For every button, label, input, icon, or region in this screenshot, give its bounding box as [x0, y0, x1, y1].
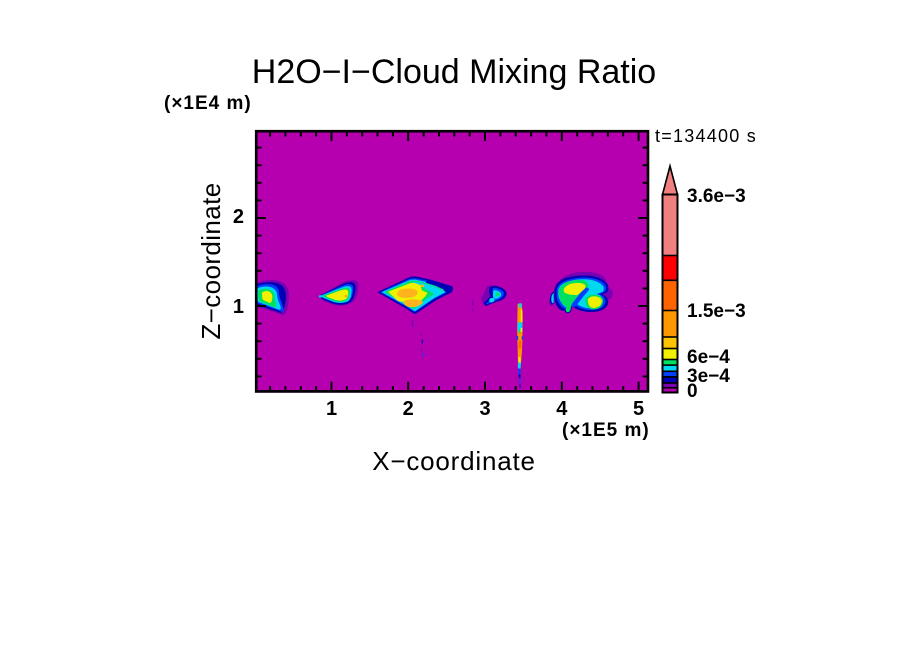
- svg-text:1: 1: [233, 296, 244, 318]
- svg-text:1.5e−3: 1.5e−3: [687, 301, 746, 322]
- svg-text:0: 0: [687, 381, 698, 402]
- svg-text:3.6e−3: 3.6e−3: [687, 186, 746, 207]
- svg-text:3e−4: 3e−4: [687, 366, 730, 387]
- svg-text:4: 4: [556, 398, 568, 420]
- svg-text:6e−4: 6e−4: [687, 347, 730, 368]
- svg-text:X−coordinate: X−coordinate: [372, 446, 536, 476]
- svg-text:2: 2: [233, 206, 244, 228]
- svg-text:2: 2: [403, 398, 414, 420]
- svg-text:5: 5: [633, 398, 644, 420]
- svg-text:Z−coordinate: Z−coordinate: [196, 182, 226, 339]
- svg-text:(×1E4 m): (×1E4 m): [164, 93, 252, 114]
- svg-text:H2O−I−Cloud Mixing Ratio: H2O−I−Cloud Mixing Ratio: [252, 53, 656, 91]
- svg-text:(×1E5 m): (×1E5 m): [562, 420, 650, 441]
- svg-text:3: 3: [479, 398, 490, 420]
- svg-text:1: 1: [326, 398, 337, 420]
- svg-text:t=134400 s: t=134400 s: [655, 126, 757, 146]
